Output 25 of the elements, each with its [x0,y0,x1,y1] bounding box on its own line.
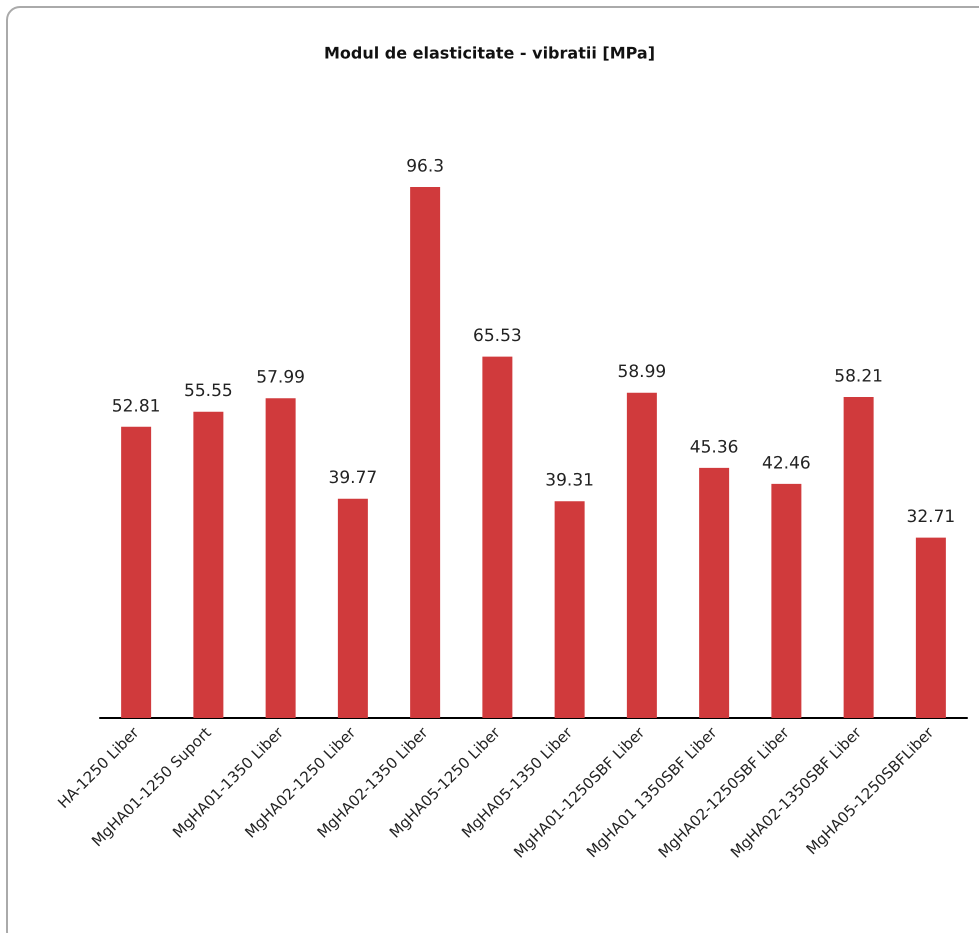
bar [554,501,585,718]
data-label: 58.21 [834,366,883,387]
data-label: 96.3 [406,156,444,176]
data-label: 57.99 [256,368,305,388]
bar [699,468,730,718]
data-label: 65.53 [473,326,522,346]
bar [121,426,152,718]
bar [482,356,512,718]
bar [844,397,874,718]
data-label: 45.36 [690,437,738,458]
data-label: 39.77 [328,468,378,488]
bar [338,498,368,718]
data-label: 32.71 [906,507,956,528]
bar [916,538,946,718]
chart-title: Modul de elasticitate - vibratii [MPa] [324,44,656,62]
data-label: 58.99 [618,362,666,382]
data-label: 55.55 [184,381,233,402]
data-label: 52.81 [112,396,160,416]
data-label: 42.46 [762,453,811,474]
bar [266,398,296,718]
bar [193,412,224,718]
bar [410,187,440,718]
data-label: 39.31 [545,470,594,491]
bar [771,484,802,718]
bar [626,392,657,718]
